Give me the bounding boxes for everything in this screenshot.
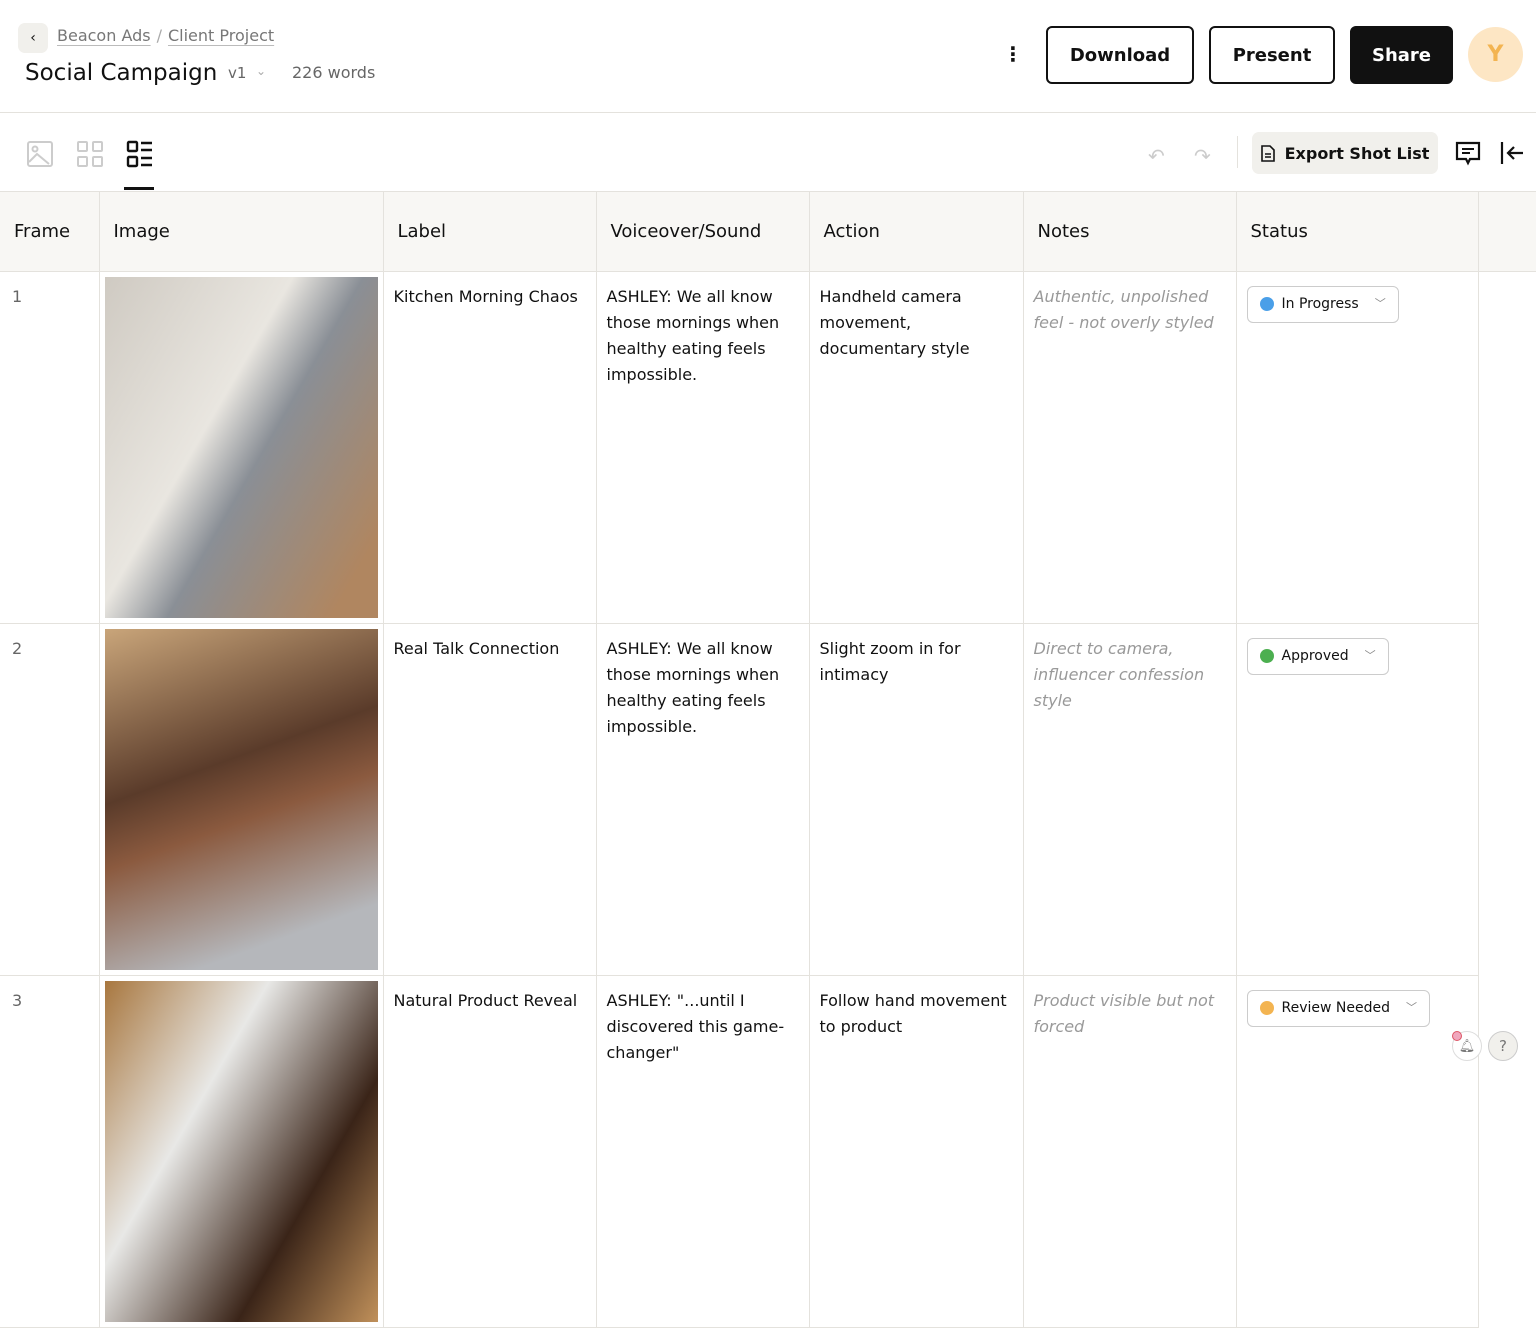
divider — [1237, 136, 1238, 168]
notes-cell[interactable]: Authentic, unpolished feel - not overly … — [1023, 271, 1237, 624]
frame-number: 1 — [0, 271, 100, 624]
status-dropdown[interactable]: Approved ﹀ — [1246, 637, 1389, 675]
document-icon — [1260, 144, 1275, 162]
status-dropdown[interactable]: In Progress ﹀ — [1246, 285, 1399, 323]
column-header-image: Image — [99, 192, 384, 272]
export-label: Export Shot List — [1284, 143, 1430, 163]
page-title: Social Campaign — [25, 60, 218, 86]
column-header-label: Label — [383, 192, 597, 272]
breadcrumb-separator: / — [156, 26, 162, 45]
empty-cell — [1478, 271, 1536, 623]
voiceover-cell[interactable]: ASHLEY: "...until I discovered this game… — [596, 975, 810, 1328]
image-view-icon[interactable] — [26, 140, 54, 168]
help-button[interactable]: ? — [1488, 1031, 1518, 1061]
chevron-down-icon: ﹀ — [1406, 1001, 1417, 1014]
status-label: Approved — [1281, 648, 1349, 664]
breadcrumb-beacon-ads[interactable]: Beacon Ads — [57, 26, 151, 45]
breadcrumb: Beacon Ads / Client Project — [57, 26, 274, 45]
label-cell[interactable]: Real Talk Connection — [383, 623, 597, 976]
status-cell: Review Needed ﹀ — [1236, 975, 1479, 1328]
version-select[interactable]: v1 — [228, 64, 247, 82]
breadcrumb-client-project[interactable]: Client Project — [167, 26, 275, 45]
frame-image[interactable] — [104, 276, 378, 618]
active-view-indicator — [124, 187, 154, 190]
column-header-empty — [1478, 192, 1536, 272]
notes-cell[interactable]: Product visible but not forced — [1023, 975, 1237, 1328]
notification-badge — [1452, 1031, 1462, 1041]
column-header-action: Action — [809, 192, 1024, 272]
voiceover-cell[interactable]: ASHLEY: We all know those mornings when … — [596, 271, 810, 624]
status-label: Review Needed — [1281, 1000, 1391, 1016]
status-cell: In Progress ﹀ — [1236, 271, 1479, 624]
column-header-notes: Notes — [1023, 192, 1237, 272]
list-view-icon[interactable] — [126, 140, 154, 168]
status-cell: Approved ﹀ — [1236, 623, 1479, 976]
notifications-button[interactable]: 🔔︎ — [1452, 1031, 1482, 1061]
status-label: In Progress — [1281, 296, 1359, 312]
frame-image[interactable] — [104, 980, 378, 1322]
table-row[interactable]: 2 Real Talk Connection ASHLEY: We all kn… — [0, 623, 1536, 976]
status-dot-icon — [1259, 297, 1274, 311]
download-button[interactable]: Download — [1046, 26, 1194, 84]
frame-number: 2 — [0, 623, 100, 976]
action-cell[interactable]: Handheld camera movement, documentary st… — [809, 271, 1024, 624]
status-dot-icon — [1259, 1001, 1274, 1015]
export-shot-list-button[interactable]: Export Shot List — [1252, 132, 1438, 174]
chevron-down-icon: ﹀ — [1364, 649, 1376, 662]
word-count: 226 words — [292, 63, 376, 82]
present-button[interactable]: Present — [1209, 26, 1335, 84]
collapse-panel-icon[interactable] — [1499, 140, 1525, 166]
comment-icon[interactable] — [1455, 140, 1481, 166]
bell-icon: 🔔︎ — [1458, 1038, 1476, 1054]
label-cell[interactable]: Natural Product Reveal — [383, 975, 597, 1328]
notes-cell[interactable]: Direct to camera, influencer confession … — [1023, 623, 1237, 976]
image-cell[interactable] — [99, 271, 384, 624]
empty-cell — [1478, 623, 1536, 975]
frame-number: 3 — [0, 975, 100, 1328]
table-row[interactable]: 1 Kitchen Morning Chaos ASHLEY: We all k… — [0, 271, 1536, 624]
view-toolbar: ↶ ↷ Export Shot List — [0, 114, 1536, 192]
label-cell[interactable]: Kitchen Morning Chaos — [383, 271, 597, 624]
chevron-down-icon[interactable]: ⌄ — [256, 64, 267, 78]
undo-icon[interactable]: ↶ — [1148, 144, 1165, 168]
top-bar: ‹ Beacon Ads / Client Project Social Campa… — [0, 0, 1536, 113]
column-header-status: Status — [1236, 192, 1479, 272]
more-options-icon[interactable]: ⋮ — [1003, 42, 1023, 66]
grid-view-icon[interactable] — [76, 140, 104, 168]
table-header: Frame Image Label Voiceover/Sound Action… — [0, 192, 1536, 272]
column-header-voiceover: Voiceover/Sound — [596, 192, 810, 272]
chevron-down-icon: ﹀ — [1374, 297, 1386, 310]
frame-image[interactable] — [104, 628, 378, 970]
image-cell[interactable] — [99, 975, 384, 1328]
avatar[interactable]: Y — [1468, 27, 1523, 82]
shot-list-table: Frame Image Label Voiceover/Sound Action… — [0, 192, 1536, 1328]
back-button[interactable]: ‹ — [18, 23, 48, 53]
share-button[interactable]: Share — [1350, 26, 1453, 84]
action-cell[interactable]: Follow hand movement to product — [809, 975, 1024, 1328]
status-dot-icon — [1259, 649, 1274, 663]
action-cell[interactable]: Slight zoom in for intimacy — [809, 623, 1024, 976]
status-dropdown[interactable]: Review Needed ﹀ — [1246, 989, 1430, 1027]
column-header-frame: Frame — [0, 192, 100, 272]
chevron-left-icon: ‹ — [30, 30, 36, 46]
image-cell[interactable] — [99, 623, 384, 976]
empty-cell — [1478, 975, 1536, 1327]
redo-icon[interactable]: ↷ — [1194, 144, 1211, 168]
table-row[interactable]: 3 Natural Product Reveal ASHLEY: "...unt… — [0, 975, 1536, 1328]
voiceover-cell[interactable]: ASHLEY: We all know those mornings when … — [596, 623, 810, 976]
